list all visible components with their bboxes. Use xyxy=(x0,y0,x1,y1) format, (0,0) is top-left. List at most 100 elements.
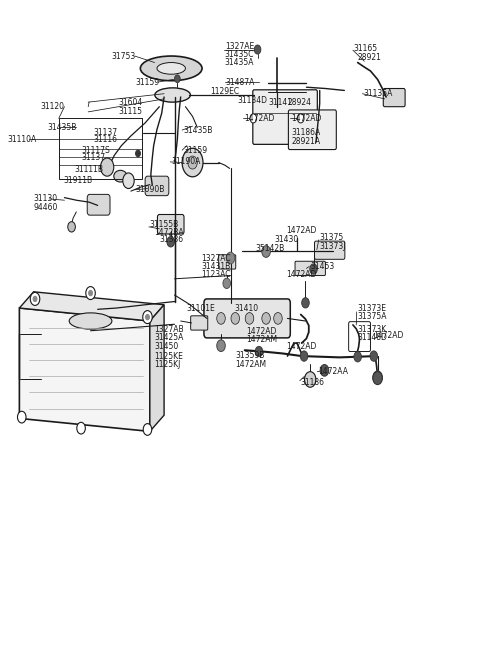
Circle shape xyxy=(254,45,261,54)
Circle shape xyxy=(262,246,270,257)
Polygon shape xyxy=(19,308,150,432)
Text: 31425A: 31425A xyxy=(155,333,184,343)
FancyBboxPatch shape xyxy=(145,176,169,196)
Text: 31186A: 31186A xyxy=(291,128,321,137)
Circle shape xyxy=(86,287,96,299)
Text: 31435A: 31435A xyxy=(225,58,254,67)
Bar xyxy=(59,118,142,179)
Text: 31137: 31137 xyxy=(94,128,118,137)
Ellipse shape xyxy=(155,88,191,102)
Text: 31410: 31410 xyxy=(234,303,258,312)
Text: 1472AD: 1472AD xyxy=(287,225,317,234)
Circle shape xyxy=(373,371,383,384)
Text: 28924: 28924 xyxy=(288,98,312,107)
Text: 1472AD: 1472AD xyxy=(244,114,274,123)
Text: 31130: 31130 xyxy=(34,195,58,204)
Text: 1123AC: 1123AC xyxy=(201,271,230,280)
Ellipse shape xyxy=(114,170,127,182)
Text: 31431B: 31431B xyxy=(201,262,230,271)
Circle shape xyxy=(167,236,175,247)
Text: 31090B: 31090B xyxy=(136,185,165,195)
FancyBboxPatch shape xyxy=(191,316,208,330)
Text: 94460: 94460 xyxy=(34,203,58,212)
Circle shape xyxy=(136,150,140,157)
Circle shape xyxy=(175,75,180,83)
Circle shape xyxy=(245,312,254,324)
Text: 1472AA: 1472AA xyxy=(318,367,348,376)
Text: 31373K: 31373K xyxy=(358,325,387,334)
Circle shape xyxy=(298,114,304,123)
Text: 31430: 31430 xyxy=(275,235,299,244)
Text: 1472AD: 1472AD xyxy=(291,114,322,123)
Text: 1472BA: 1472BA xyxy=(155,227,184,236)
Text: 1472AM: 1472AM xyxy=(235,360,266,369)
Circle shape xyxy=(100,158,114,176)
Polygon shape xyxy=(150,305,164,432)
Circle shape xyxy=(33,296,37,301)
Circle shape xyxy=(143,310,152,324)
Text: 31134D: 31134D xyxy=(238,96,268,105)
Text: 31101E: 31101E xyxy=(187,303,216,312)
Text: 31753: 31753 xyxy=(111,52,136,60)
Text: 31159: 31159 xyxy=(135,77,159,86)
Text: 1125KE: 1125KE xyxy=(155,352,183,360)
FancyBboxPatch shape xyxy=(288,110,336,149)
Circle shape xyxy=(182,148,203,177)
FancyBboxPatch shape xyxy=(219,255,236,269)
Circle shape xyxy=(223,278,230,289)
Text: 31186: 31186 xyxy=(301,378,325,387)
Text: 31911B: 31911B xyxy=(63,176,93,185)
FancyBboxPatch shape xyxy=(314,241,345,259)
FancyBboxPatch shape xyxy=(204,299,290,338)
Circle shape xyxy=(89,290,93,295)
Text: 1472AD: 1472AD xyxy=(287,271,317,280)
Circle shape xyxy=(68,221,75,232)
Text: 31155B: 31155B xyxy=(150,219,179,229)
Circle shape xyxy=(145,314,149,320)
Text: 28921A: 28921A xyxy=(291,137,320,145)
Text: 35142B: 35142B xyxy=(256,244,285,253)
Text: 31453: 31453 xyxy=(310,262,335,271)
Circle shape xyxy=(217,312,225,324)
Text: 1472AD: 1472AD xyxy=(373,331,403,340)
Circle shape xyxy=(370,351,378,362)
Circle shape xyxy=(274,312,282,324)
FancyBboxPatch shape xyxy=(384,88,405,107)
FancyBboxPatch shape xyxy=(157,214,184,234)
Text: 31148D: 31148D xyxy=(358,333,387,343)
Circle shape xyxy=(123,173,134,189)
Text: 31165: 31165 xyxy=(354,44,378,53)
Text: 31386: 31386 xyxy=(159,235,183,244)
Circle shape xyxy=(250,114,257,123)
Text: 31359B: 31359B xyxy=(235,351,264,360)
Text: 1472AD: 1472AD xyxy=(246,327,276,336)
FancyBboxPatch shape xyxy=(295,261,325,276)
Text: 31110A: 31110A xyxy=(8,135,37,143)
Circle shape xyxy=(373,371,383,384)
Circle shape xyxy=(188,156,197,169)
Text: 31487A: 31487A xyxy=(226,77,255,86)
Circle shape xyxy=(217,340,225,352)
Text: 31373E: 31373E xyxy=(358,303,387,312)
Text: 1472AM: 1472AM xyxy=(246,335,277,345)
Text: 1327AC: 1327AC xyxy=(201,253,231,263)
Circle shape xyxy=(301,297,309,308)
Text: 31117S: 31117S xyxy=(81,145,110,155)
Text: 31604: 31604 xyxy=(119,98,143,107)
Text: 31111B: 31111B xyxy=(75,164,104,174)
Text: 31190A: 31190A xyxy=(171,157,201,166)
Text: 31450: 31450 xyxy=(155,342,179,351)
Text: 1327AE: 1327AE xyxy=(225,43,254,52)
Text: 31375A: 31375A xyxy=(358,312,387,321)
Text: 31435C: 31435C xyxy=(225,50,254,59)
Text: 28921: 28921 xyxy=(358,53,382,62)
Circle shape xyxy=(17,411,26,423)
Circle shape xyxy=(143,424,152,436)
Text: 31115: 31115 xyxy=(119,107,143,117)
Text: 31435B: 31435B xyxy=(47,123,76,132)
Circle shape xyxy=(30,292,40,305)
Text: 31135A: 31135A xyxy=(363,89,393,98)
Text: 31159: 31159 xyxy=(183,145,207,155)
Text: 31120: 31120 xyxy=(40,102,64,111)
Text: 1327AB: 1327AB xyxy=(155,325,184,334)
